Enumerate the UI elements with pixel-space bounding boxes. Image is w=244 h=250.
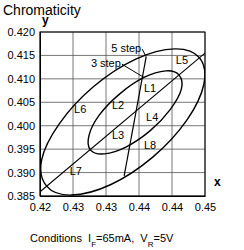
y-tick: 0.385 — [7, 190, 40, 202]
y-tick-label: 0.400 — [7, 120, 35, 132]
region-label: L1 — [144, 82, 156, 94]
region-label: L6 — [74, 103, 86, 115]
leader-line — [142, 49, 146, 57]
texts: 5 step3 stepL1L2L3L4L5L6L7L8Chromaticity… — [3, 2, 221, 249]
grid-line-x — [172, 32, 173, 196]
region-label: L4 — [146, 111, 158, 123]
y-axis: 0.385 0.390 0.395 0.400 0.405 0.410 0.415 0.420 — [7, 26, 40, 202]
y-tick: 0.420 — [7, 26, 40, 38]
x-tick-label: 0.43 — [63, 201, 84, 213]
region-label: L5 — [176, 54, 188, 66]
region-label: L7 — [70, 165, 82, 177]
grid-line-y — [40, 78, 205, 79]
ellipse-label: 5 step — [111, 42, 141, 54]
y-tick-label: 0.415 — [7, 49, 35, 61]
ellipse — [41, 49, 205, 195]
grid-line-y — [40, 172, 205, 173]
y-tick-label: 0.395 — [7, 143, 35, 155]
region-label: L8 — [144, 139, 156, 151]
y-tick: 0.395 — [7, 143, 40, 155]
x-axis-line — [41, 196, 206, 197]
grid-line-y — [40, 125, 205, 126]
grid-line-x — [139, 32, 140, 196]
x-tick-label: 0.42 — [30, 201, 51, 213]
region-label: L2 — [112, 99, 124, 111]
footnote-text: Conditions I — [30, 232, 91, 244]
y-tick: 0.410 — [7, 73, 40, 85]
footnote: Conditions IF=65mA, VR=5V — [30, 232, 174, 249]
x-axis: 0.42 0.43 0.43 0.44 0.44 0.45 — [30, 196, 216, 213]
region-label: L3 — [112, 129, 124, 141]
y-tick: 0.415 — [7, 49, 40, 61]
plot-data — [40, 49, 205, 195]
plot-frame — [40, 32, 205, 196]
chart-svg: 0.420.430.430.440.440.450.3850.3900.3950… — [0, 0, 244, 250]
y-tick-label: 0.390 — [7, 167, 35, 179]
x-tick: 0.44 — [129, 196, 150, 213]
x-tick-label: 0.43 — [96, 201, 117, 213]
y-tick-label: 0.420 — [7, 26, 35, 38]
x-tick-label: 0.44 — [129, 201, 150, 213]
division-line — [124, 57, 146, 176]
division-line — [40, 53, 205, 192]
x-tick: 0.43 — [96, 196, 117, 213]
y-tick-label: 0.410 — [7, 73, 35, 85]
x-tick-label: 0.44 — [162, 201, 183, 213]
y-axis-title: y — [42, 13, 49, 27]
footnote-text: =5V — [154, 232, 175, 244]
x-tick: 0.45 — [195, 196, 216, 213]
footnote-text: =65mA, V — [96, 232, 148, 244]
leader-line — [122, 64, 144, 77]
x-tick-label: 0.45 — [195, 201, 216, 213]
grid — [40, 32, 205, 196]
y-tick: 0.405 — [7, 96, 40, 108]
y-tick-label: 0.385 — [7, 190, 35, 202]
y-tick: 0.400 — [7, 120, 40, 132]
x-axis-title: x — [214, 175, 221, 189]
y-tick-label: 0.405 — [7, 96, 35, 108]
x-tick: 0.43 — [63, 196, 84, 213]
ellipse-label: 3 step — [91, 57, 121, 69]
y-tick: 0.390 — [7, 167, 40, 179]
x-tick: 0.44 — [162, 196, 183, 213]
